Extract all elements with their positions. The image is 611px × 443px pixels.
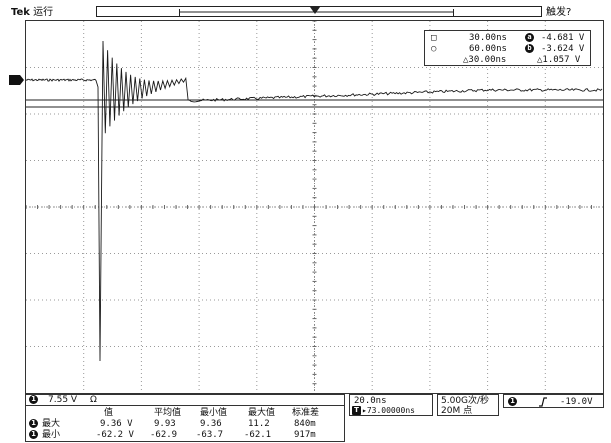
brand-run-status: Tek 运行 bbox=[11, 3, 53, 18]
trigger-level: -19.0V bbox=[560, 397, 593, 407]
stats-max-mean: 9.93 bbox=[154, 419, 176, 429]
record-position-bar[interactable] bbox=[96, 6, 542, 17]
stats-min-stddev: 917m bbox=[294, 430, 316, 440]
cursor-time-1: 30.00ns bbox=[469, 33, 507, 43]
stats-header-min: 最小值 bbox=[200, 408, 228, 418]
waveform-canvas bbox=[26, 21, 603, 393]
cursor-b-badge: b bbox=[525, 44, 534, 55]
cursor-delta-time: △30.00ns bbox=[463, 55, 507, 65]
cursor-a-badge: a bbox=[525, 33, 534, 44]
channel-1-badge: 1 bbox=[29, 395, 38, 404]
stats-min-mean: -62.9 bbox=[150, 430, 178, 440]
measurement-stats-panel: 值 平均值 最小值 最大值 标准差 1 最大 9.36 V 9.93 9.36 … bbox=[25, 405, 345, 442]
stats-max-value: 9.36 V bbox=[100, 419, 133, 429]
run-status: 运行 bbox=[33, 7, 54, 18]
stats-row-max-label: 最大 bbox=[42, 419, 61, 429]
stats-max-min: 9.36 bbox=[200, 419, 222, 429]
circle-icon: ○ bbox=[431, 44, 437, 54]
top-status-bar: Tek 运行 触发? bbox=[0, 0, 611, 20]
stats-header-value: 值 bbox=[104, 408, 114, 418]
sample-rate: 5.00G次/秒 bbox=[441, 396, 490, 406]
trigger-source-badge: 1 bbox=[508, 397, 517, 406]
stats-min-min: -63.7 bbox=[196, 430, 224, 440]
trigger-panel[interactable]: 1 -19.0V bbox=[503, 394, 604, 408]
horizontal-position: ▸73.00000ns bbox=[362, 406, 415, 415]
trigger-position-badge: T bbox=[352, 406, 361, 415]
left-markers bbox=[9, 75, 24, 85]
channel-scale-bar[interactable]: 1 7.55 V Ω bbox=[25, 394, 345, 405]
cursor-readout-panel: □ 30.00ns a -4.681 V ○ 60.00ns b -3.624 … bbox=[424, 30, 591, 66]
stats-row-min-label: 最小 bbox=[42, 430, 61, 440]
stats-row-1-channel: 1 bbox=[29, 419, 38, 428]
acquisition-panel[interactable]: 5.00G次/秒 20M 点 bbox=[437, 394, 499, 416]
channel-1-waveform bbox=[26, 40, 603, 362]
channel-1-coupling: Ω bbox=[90, 395, 97, 405]
stats-row-2-channel: 1 bbox=[29, 430, 38, 439]
record-length: 20M 点 bbox=[441, 406, 473, 416]
trigger-position-icon bbox=[310, 7, 320, 14]
cursor-delta-voltage: △1.057 V bbox=[537, 55, 581, 65]
square-icon: □ bbox=[431, 33, 437, 43]
stats-header-max: 最大值 bbox=[248, 408, 276, 418]
stats-header-stddev: 标准差 bbox=[292, 408, 320, 418]
cursor-a-voltage: -4.681 V bbox=[541, 33, 585, 43]
brand-logo: Tek bbox=[11, 7, 30, 18]
stats-min-max: -62.1 bbox=[244, 430, 272, 440]
stats-max-max: 11.2 bbox=[248, 419, 270, 429]
record-window bbox=[179, 7, 454, 16]
stats-min-value: -62.2 V bbox=[96, 430, 134, 440]
timebase-panel[interactable]: 20.0ns T ▸73.00000ns bbox=[349, 394, 433, 416]
stats-max-stddev: 840m bbox=[294, 419, 316, 429]
cursor-time-2: 60.00ns bbox=[469, 44, 507, 54]
waveform-display[interactable] bbox=[25, 20, 604, 394]
cursor-b-voltage: -3.624 V bbox=[541, 44, 585, 54]
channel-1-ground-marker bbox=[9, 75, 24, 85]
stats-header-mean: 平均值 bbox=[154, 408, 182, 418]
trigger-state: 触发? bbox=[546, 7, 572, 18]
timebase-scale: 20.0ns bbox=[354, 396, 387, 406]
rising-edge-icon bbox=[539, 397, 547, 407]
channel-1-scale: 7.55 V bbox=[48, 395, 78, 405]
